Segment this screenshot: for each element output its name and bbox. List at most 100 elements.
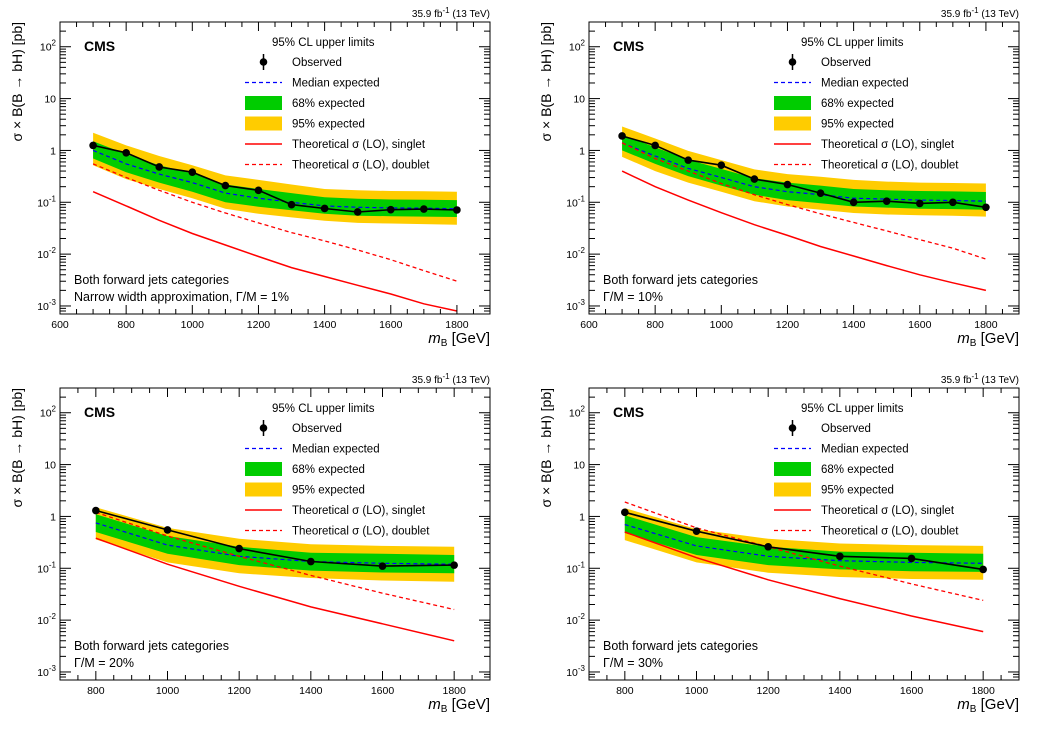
category-text: Both forward jets categories <box>74 273 229 287</box>
y-tick-label: 10-2 <box>566 246 585 261</box>
y-axis-label: σ × B(B → bH) [pb] <box>9 388 25 508</box>
y-tick-label: 10-1 <box>566 194 585 209</box>
theory-doublet-line <box>95 511 455 611</box>
observed-point <box>307 557 315 566</box>
observed-point <box>188 168 197 177</box>
y-tick-label: 10-3 <box>566 664 585 679</box>
y-tick-label: 102 <box>569 405 586 420</box>
legend-95-swatch <box>774 482 811 497</box>
chart-panel-gamma-20pct: 35.9 fb-1 (13 TeV) 800 1000 1200 1400 1600 180… <box>9 372 491 715</box>
y-tick-label: 1 <box>579 511 585 523</box>
x-tick-label: 600 <box>51 319 69 331</box>
legend-observed-marker <box>788 58 797 66</box>
observed-point <box>979 565 987 574</box>
legend-median-label: Median expected <box>821 78 909 90</box>
x-tick-label: 1600 <box>379 319 403 331</box>
legend-95-label: 95% expected <box>821 485 894 497</box>
x-tick-label: 1400 <box>313 319 337 331</box>
observed-line <box>621 135 987 209</box>
legend-observed-marker <box>259 58 268 66</box>
median-expected-line <box>621 142 986 202</box>
y-tick-label: 10-2 <box>37 612 56 627</box>
y-axis-label: σ × B(B → bH) [pb] <box>9 22 25 142</box>
x-axis-label: mB [GeV] <box>428 696 490 715</box>
y-tick-label: 10-3 <box>37 298 56 313</box>
observed-point <box>783 180 792 189</box>
observed-point <box>764 542 772 551</box>
observed-point <box>882 197 891 205</box>
y-tick-label: 1 <box>579 145 585 157</box>
legend-observed-label: Observed <box>821 57 871 69</box>
band-68-expected <box>95 514 455 574</box>
observed-point <box>621 508 629 517</box>
legend-doublet-label: Theoretical σ (LO), doublet <box>292 526 430 538</box>
x-tick-label: 800 <box>646 319 664 331</box>
legend-68-label: 68% expected <box>821 464 894 476</box>
theory-singlet-line <box>621 170 987 292</box>
x-tick-label: 1000 <box>156 685 180 697</box>
median-expected-line <box>95 522 455 565</box>
x-tick-label: 1800 <box>442 685 466 697</box>
observed-point <box>320 204 329 213</box>
legend-singlet-label: Theoretical σ (LO), singlet <box>292 505 426 517</box>
theory-singlet-line <box>92 191 458 312</box>
x-tick-label: 1400 <box>828 685 852 697</box>
y-tick-label: 102 <box>569 39 586 54</box>
legend-title: 95% CL upper limits <box>801 403 904 415</box>
width-text: Γ/M = 10% <box>603 290 663 304</box>
y-tick-label: 10-3 <box>566 298 585 313</box>
y-tick-label: 10-1 <box>566 560 585 575</box>
y-tick-label: 1 <box>50 145 56 157</box>
observed-point <box>915 199 924 208</box>
x-tick-label: 1400 <box>299 685 323 697</box>
width-text: Γ/M = 30% <box>603 656 663 670</box>
x-axis-label: mB [GeV] <box>957 330 1019 349</box>
observed-point <box>717 161 726 169</box>
legend-68-label: 68% expected <box>292 98 365 110</box>
y-tick-label: 10 <box>44 94 56 106</box>
chart-panel-gamma-10pct: 35.9 fb-1 (13 TeV) 600 800 1000 1200 1400 1600… <box>538 6 1020 349</box>
y-tick-label: 10-2 <box>37 246 56 261</box>
x-tick-label: 1200 <box>227 685 251 697</box>
legend-95-label: 95% expected <box>292 119 365 131</box>
observed-line <box>95 509 455 567</box>
legend-95-swatch <box>245 116 282 131</box>
y-tick-label: 10-1 <box>37 560 56 575</box>
x-tick-label: 800 <box>87 685 105 697</box>
legend-median-label: Median expected <box>292 444 380 456</box>
x-axis-label: mB [GeV] <box>957 696 1019 715</box>
legend-singlet-label: Theoretical σ (LO), singlet <box>821 505 955 517</box>
x-tick-label: 1800 <box>971 685 995 697</box>
legend-doublet-label: Theoretical σ (LO), doublet <box>821 526 959 538</box>
y-tick-label: 10 <box>44 460 56 472</box>
observed-point <box>287 200 296 209</box>
legend-observed-marker <box>259 424 268 432</box>
x-tick-label: 1600 <box>371 685 395 697</box>
legend-doublet-label: Theoretical σ (LO), doublet <box>292 160 430 172</box>
cms-label: CMS <box>613 404 644 420</box>
legend-68-swatch <box>774 96 811 110</box>
observed-point <box>907 554 916 563</box>
legend-95-swatch <box>774 116 811 131</box>
observed-point <box>453 206 461 214</box>
observed-point <box>618 132 626 140</box>
legend-68-swatch <box>245 462 282 476</box>
y-tick-label: 10 <box>573 460 585 472</box>
legend-title: 95% CL upper limits <box>272 403 375 415</box>
observed-point <box>221 181 230 190</box>
theory-doublet-line <box>92 163 458 282</box>
y-axis-label: σ × B(B → bH) [pb] <box>538 22 554 142</box>
x-axis-label: mB [GeV] <box>428 330 490 349</box>
observed-line <box>624 511 984 571</box>
observed-point <box>651 141 659 150</box>
legend-68-swatch <box>245 96 282 110</box>
category-text: Both forward jets categories <box>603 639 758 653</box>
legend-95-label: 95% expected <box>292 485 365 497</box>
chart-panel-gamma-1pct: 35.9 fb-1 (13 TeV) 600 800 1000 1200 1400 1600… <box>9 6 491 349</box>
legend-title: 95% CL upper limits <box>272 37 375 49</box>
observed-point <box>420 205 428 213</box>
x-tick-label: 600 <box>580 319 598 331</box>
lumi-label: 35.9 fb-1 (13 TeV) <box>412 372 490 387</box>
y-tick-label: 10-3 <box>37 664 56 679</box>
legend-median-label: Median expected <box>821 444 909 456</box>
